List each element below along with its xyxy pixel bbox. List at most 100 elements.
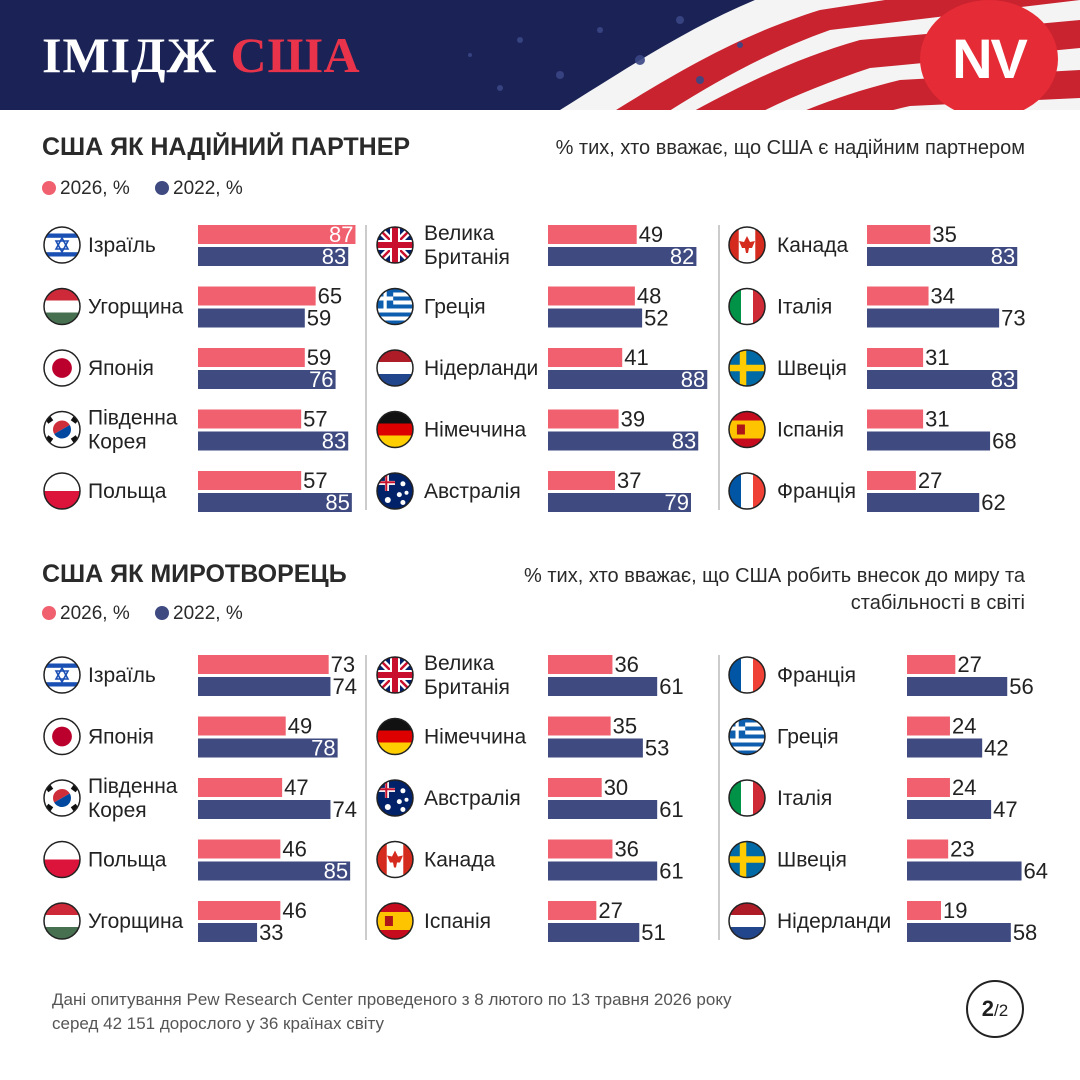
- bar-2022: [867, 308, 1000, 328]
- value-label-2026: 59: [307, 345, 331, 370]
- value-label-2022: 74: [332, 797, 356, 822]
- bar-2022: [548, 493, 691, 512]
- sweden-flag-icon: [729, 350, 765, 386]
- row-іспанія: Іспанія 31 68: [728, 407, 1017, 454]
- value-label-2022: 76: [309, 367, 333, 392]
- row-італія: Італія 34 73: [728, 284, 1026, 331]
- section-subtitle-partner: % тих, хто вважає, що США є надійним пар…: [555, 137, 1025, 159]
- value-label-2026: 48: [637, 284, 661, 309]
- value-label-2022: 58: [1013, 920, 1037, 945]
- value-label-2022: 61: [659, 674, 683, 699]
- country-label: Канада: [424, 849, 495, 872]
- legend-partner: 2026, % 2022, %: [42, 178, 263, 200]
- israel-flag-icon: [44, 657, 80, 693]
- spain-flag-icon: [377, 903, 413, 939]
- title-word-usa: США: [230, 27, 361, 83]
- bar-2026: [198, 348, 305, 367]
- bar-2022: [548, 923, 640, 942]
- value-label-2026: 46: [282, 898, 306, 923]
- bar-2022: [198, 493, 352, 512]
- bar-2026: [548, 286, 635, 306]
- country-label: Польща: [88, 849, 167, 872]
- bar-2026: [867, 286, 929, 306]
- value-label-2026: 37: [617, 468, 641, 493]
- bar-2026: [548, 348, 623, 367]
- bar-2022: [198, 800, 331, 819]
- source-line-1: Дані опитування Pew Research Center пров…: [52, 990, 732, 1009]
- bar-2022: [198, 923, 258, 942]
- row-німеччина: Німеччина 39 83: [376, 407, 699, 454]
- value-label-2022: 85: [324, 859, 348, 884]
- row-греція: Греція 24 42: [728, 714, 1009, 761]
- value-label-2022: 73: [1001, 306, 1025, 331]
- bar-2026: [548, 901, 597, 920]
- bar-2026: [907, 778, 950, 797]
- bar-2022: [907, 738, 983, 758]
- value-label-2026: 36: [614, 652, 638, 677]
- israel-flag-icon: [44, 227, 80, 263]
- value-label-2022: 83: [672, 429, 696, 454]
- value-label-2026: 41: [624, 345, 648, 370]
- value-label-2026: 27: [918, 468, 942, 493]
- row-швеція: Швеція 23 64: [728, 837, 1048, 884]
- bar-2022: [907, 861, 1022, 881]
- value-label-2022: 61: [659, 797, 683, 822]
- value-label-2022: 59: [307, 306, 331, 331]
- section-title-peacemaker: США ЯК МИРОТВОРЕЦЬ: [42, 560, 347, 588]
- bar-2022: [548, 677, 658, 696]
- value-label-2026: 46: [282, 837, 306, 862]
- country-label: Німеччина: [424, 726, 526, 749]
- value-label-2022: 88: [681, 367, 705, 392]
- bar-2022: [548, 431, 699, 451]
- value-label-2026: 57: [303, 407, 327, 432]
- value-label-2022: 83: [322, 429, 346, 454]
- country-label: Канада: [777, 234, 848, 257]
- value-label-2026: 57: [303, 468, 327, 493]
- row-німеччина: Німеччина 35 53: [376, 714, 669, 761]
- greece-flag-icon: [729, 718, 765, 755]
- bar-2026: [198, 409, 302, 429]
- bar-2022: [548, 308, 643, 328]
- bar-2026: [198, 471, 302, 490]
- source-note: Дані опитування Pew Research Center пров…: [52, 988, 912, 1036]
- country-label: Британія: [424, 246, 510, 269]
- value-label-2022: 51: [641, 920, 665, 945]
- bar-2026: [198, 655, 329, 674]
- greece-flag-icon: [377, 288, 413, 325]
- bar-2026: [548, 225, 637, 244]
- country-label: Греція: [424, 296, 486, 319]
- value-label-2022: 83: [322, 244, 346, 269]
- bar-2022: [907, 800, 992, 819]
- value-label-2026: 30: [604, 775, 628, 800]
- infographic-title: ІМІДЖ США: [42, 26, 361, 84]
- value-label-2026: 27: [598, 898, 622, 923]
- bar-2026: [198, 778, 283, 797]
- bar-2022: [867, 370, 1018, 389]
- country-label: Австралія: [424, 787, 521, 810]
- japan-flag-icon: [44, 718, 80, 755]
- poland-flag-icon: [44, 841, 80, 878]
- bar-2026: [907, 716, 950, 736]
- value-label-2026: 19: [943, 898, 967, 923]
- bar-2022: [867, 247, 1018, 266]
- bar-2022: [548, 370, 708, 389]
- row-австралія: Австралія 37 79: [376, 468, 691, 515]
- japan-flag-icon: [44, 350, 80, 386]
- country-label: Франція: [777, 664, 856, 687]
- value-label-2026: 27: [957, 652, 981, 677]
- value-label-2026: 34: [931, 284, 955, 309]
- value-label-2022: 47: [993, 797, 1017, 822]
- row-франція: Франція 27 56: [728, 652, 1034, 699]
- country-label: Іспанія: [777, 419, 844, 442]
- bar-2026: [548, 839, 613, 859]
- value-label-2022: 61: [659, 859, 683, 884]
- legend-item-2026: 2026, %: [42, 603, 130, 624]
- page-total: /2: [994, 1001, 1009, 1020]
- bar-2022: [867, 493, 980, 512]
